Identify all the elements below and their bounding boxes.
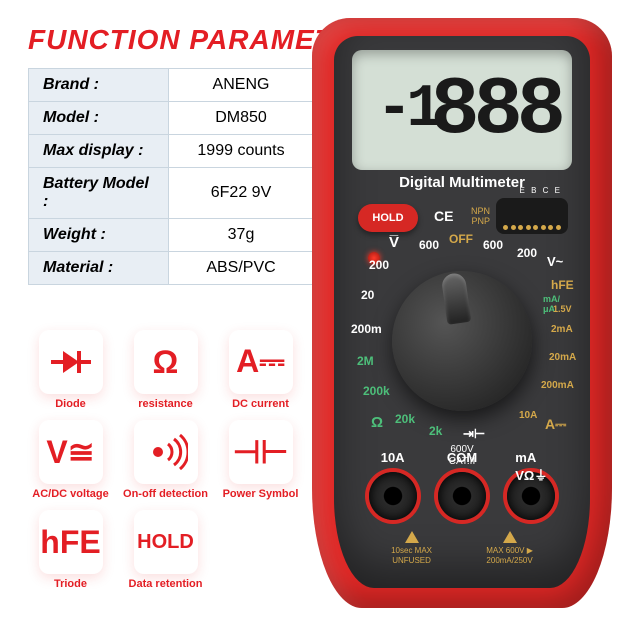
feature-label: Data retention	[129, 578, 203, 590]
transistor-pins-label: E B C E	[520, 186, 562, 195]
feature-card: On-off detection	[123, 420, 208, 500]
spec-row: Brand :ANENG	[29, 69, 314, 102]
meter-face: ANENG DM850 -1888 Digital Multimeter HOL…	[334, 36, 590, 588]
feature-card: Ωresistance	[123, 330, 208, 410]
dial-scale-label: ⇥⊢	[463, 426, 485, 442]
lcd-minor: -1	[376, 76, 436, 144]
multimeter-device: ANENG DM850 -1888 Digital Multimeter HOL…	[312, 18, 612, 608]
spec-row: Model :DM850	[29, 102, 314, 135]
dial-scale-label: 2k	[429, 424, 442, 438]
feature-label: AC/DC voltage	[32, 488, 108, 500]
feature-card: HOLD Data retention	[123, 510, 208, 590]
lcd-digits: 888	[430, 64, 560, 157]
feature-grid: Diode Ωresistance A⎓ DC current V≅ AC/DC volt…	[28, 330, 308, 590]
port-label: mA VΩ⏚	[515, 450, 547, 484]
feature-card: ⊣⊢ Power Symbol	[218, 420, 303, 500]
spec-table: Brand :ANENGModel :DM850Max display :199…	[28, 68, 314, 285]
port-label: 10A	[381, 450, 405, 465]
fuse-warnings: 10sec MAXUNFUSED MAX 600V ▶200mA/250V	[334, 531, 590, 566]
diode-icon	[39, 330, 103, 394]
transistor-socket[interactable]	[496, 198, 568, 234]
dial-scale-label: 2mA	[551, 324, 573, 335]
feature-label: DC current	[232, 398, 289, 410]
dial-scale-label: A⎓	[545, 416, 566, 433]
dial-scale-label: V̅	[389, 234, 399, 251]
port-label: COM	[447, 450, 477, 465]
feature-card: A⎓ DC current	[218, 330, 303, 410]
fuse-warning: MAX 600V ▶200mA/250V	[486, 531, 533, 566]
resistance-icon: Ω	[134, 330, 198, 394]
feature-card: V≅ AC/DC voltage	[28, 420, 113, 500]
dial-scale-label: 20mA	[549, 352, 576, 363]
dial-scale-label: 20	[361, 288, 374, 302]
hold-button[interactable]: HOLD	[358, 204, 418, 232]
dial-scale-label: 600	[419, 238, 439, 252]
dial-scale-label: Ω	[371, 414, 383, 431]
on-off-detection-icon	[134, 420, 198, 484]
dial-scale-label: 10A	[519, 410, 537, 421]
dial-scale-label: 200k	[363, 384, 390, 398]
probe-port[interactable]: mA VΩ⏚	[507, 472, 555, 520]
rotary-dial[interactable]	[383, 262, 541, 420]
dial-scale-label: 200m	[351, 322, 382, 336]
dial-scale-label: 200	[369, 258, 389, 272]
feature-card: Diode	[28, 330, 113, 410]
dial-scale-label: 200mA	[541, 380, 574, 391]
dial-zone: V̅600OFF600200V~200hFE20mA/μA1.5V200m2mA…	[357, 236, 567, 446]
feature-label: On-off detection	[123, 488, 208, 500]
probe-port[interactable]: 10A	[369, 472, 417, 520]
spec-row: Weight :37g	[29, 219, 314, 252]
fuse-warning: 10sec MAXUNFUSED	[391, 531, 432, 566]
dial-scale-label: 2M	[357, 354, 374, 368]
dial-scale-label: OFF	[449, 232, 473, 246]
dial-scale-label: hFE	[551, 278, 574, 292]
feature-label: Triode	[54, 578, 87, 590]
feature-card: hFE Triode	[28, 510, 113, 590]
ac-dc-voltage-icon: V≅	[39, 420, 103, 484]
lcd-display: -1888	[352, 50, 572, 170]
triode-icon: hFE	[39, 510, 103, 574]
npn-pnp-label: NPN PNP	[471, 206, 490, 226]
ce-mark: CE	[434, 208, 453, 224]
probe-port[interactable]: COM	[438, 472, 486, 520]
probe-ports: 10A COM mA VΩ⏚	[334, 472, 590, 520]
dial-scale-label: 20k	[395, 412, 415, 426]
data-retention-icon: HOLD	[134, 510, 198, 574]
spec-row: Battery Model :6F22 9V	[29, 168, 314, 219]
spec-row: Material :ABS/PVC	[29, 252, 314, 285]
feature-label: Power Symbol	[223, 488, 299, 500]
feature-label: Diode	[55, 398, 86, 410]
power-symbol-icon: ⊣⊢	[229, 420, 293, 484]
feature-label: resistance	[138, 398, 192, 410]
dial-scale-label: 200	[517, 246, 537, 260]
dial-scale-label: 600	[483, 238, 503, 252]
dial-scale-label: V~	[547, 254, 563, 269]
spec-row: Max display :1999 counts	[29, 135, 314, 168]
dial-scale-label: 1.5V	[553, 304, 572, 314]
dc-current-icon: A⎓	[229, 330, 293, 394]
